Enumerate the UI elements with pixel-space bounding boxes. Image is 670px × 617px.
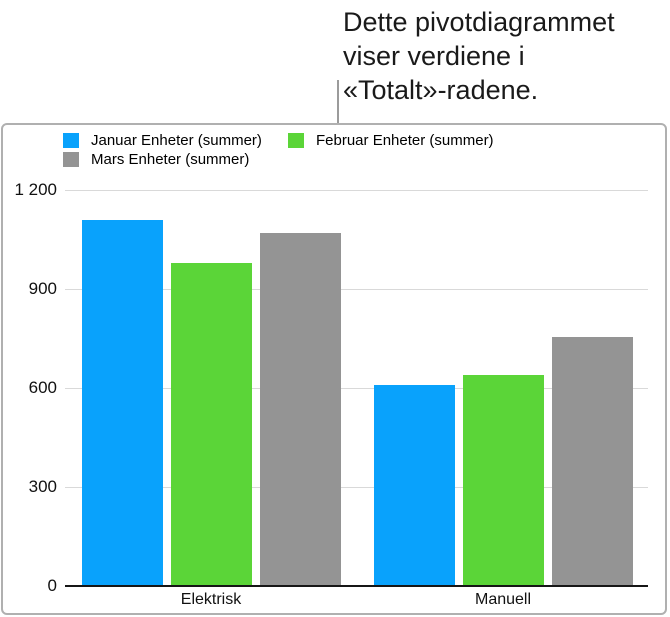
bar-elektrisk-series-3[interactable] — [260, 233, 341, 586]
legend-swatch-icon — [63, 132, 79, 148]
y-gridline — [65, 190, 648, 191]
x-axis-category-label: Manuell — [474, 591, 532, 608]
x-axis-line — [65, 585, 648, 587]
y-axis-tick-label: 0 — [47, 576, 57, 595]
legend-swatch-icon — [63, 151, 79, 167]
bar-manuell-series-2[interactable] — [463, 375, 544, 586]
bar-manuell-series-3[interactable] — [552, 337, 633, 586]
bar-elektrisk-series-1[interactable] — [82, 220, 163, 586]
callout-connector-line — [337, 80, 339, 125]
y-gridline — [65, 487, 648, 488]
callout-text-line: Dette pivotdiagrammet — [343, 7, 615, 37]
y-gridline — [65, 289, 648, 290]
legend-label: Januar Enheter (summer) — [91, 131, 262, 149]
y-gridline — [65, 388, 648, 389]
callout-text-line: viser verdiene i — [343, 41, 525, 71]
legend-label: Mars Enheter (summer) — [91, 150, 250, 168]
legend-swatch-icon — [288, 132, 304, 148]
callout-text-line: «Totalt»-radene. — [343, 75, 539, 105]
legend-label: Februar Enheter (summer) — [316, 131, 494, 149]
x-axis-category-label: Elektrisk — [180, 591, 242, 608]
y-axis-tick-label: 600 — [28, 378, 57, 397]
y-axis-tick-label: 900 — [28, 279, 57, 298]
bar-elektrisk-series-2[interactable] — [171, 263, 252, 586]
legend-item[interactable]: Mars Enheter (summer) — [63, 150, 250, 168]
legend-item[interactable]: Januar Enheter (summer) — [63, 131, 262, 149]
y-axis-tick-label: 1 200 — [14, 180, 57, 199]
y-axis-tick-label: 300 — [28, 477, 57, 496]
pivot-chart-card: Januar Enheter (summer) Februar Enheter (… — [1, 123, 667, 615]
bar-manuell-series-1[interactable] — [374, 385, 455, 586]
legend-item[interactable]: Februar Enheter (summer) — [288, 131, 494, 149]
callout-text: Dette pivotdiagrammet viser verdiene i «To… — [343, 5, 667, 107]
